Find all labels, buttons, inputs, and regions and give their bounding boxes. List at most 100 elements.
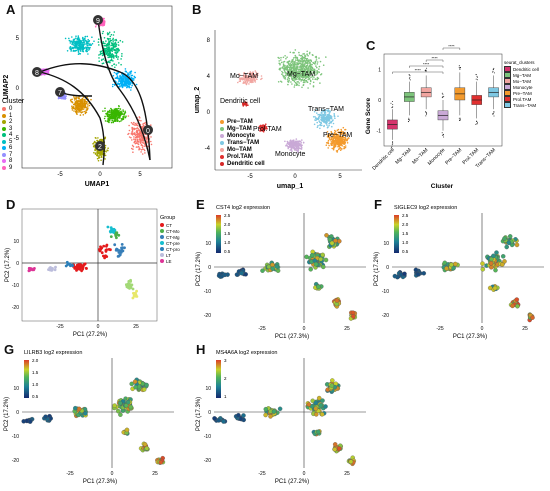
pca-point (130, 286, 133, 289)
legend-swatch (220, 162, 224, 166)
umap-point (79, 38, 81, 40)
umap-point (288, 80, 290, 82)
umap-point (328, 116, 330, 118)
umap-point (109, 50, 111, 52)
umap-point (128, 81, 130, 83)
legend-label: Dendritic cell (227, 161, 265, 167)
pca-point (115, 248, 118, 251)
umap-point (130, 87, 132, 89)
umap-point (313, 82, 315, 84)
umap-point (106, 114, 108, 116)
umap-point (114, 55, 116, 57)
legend-label: Mg−TAM (513, 73, 531, 78)
umap-point (117, 82, 119, 84)
pca-point (65, 265, 68, 268)
umap-point (310, 68, 312, 70)
umap-point (135, 123, 137, 125)
outlier-point (425, 115, 426, 116)
cluster-legend-item: 9 (2, 165, 32, 172)
umap-point (300, 63, 302, 65)
umap-point (245, 81, 247, 83)
umap-point (100, 52, 102, 54)
umap-point (341, 141, 343, 143)
umap-point (325, 118, 327, 120)
umap-point (140, 132, 142, 134)
umap-point (75, 111, 77, 113)
umap-point (75, 50, 77, 52)
umap-point (117, 73, 119, 75)
umap-point (119, 75, 121, 77)
umap-point (308, 67, 310, 69)
legend-label: 5 (9, 139, 12, 145)
umap-point (280, 59, 282, 61)
umap-point (325, 56, 327, 58)
umap-point (298, 60, 300, 62)
umap-point (79, 43, 81, 45)
umap-point (84, 47, 86, 49)
umap-point (98, 38, 100, 40)
umap-point (104, 158, 106, 160)
umap-point (128, 125, 130, 127)
d-xlabel: PC1 (27.2%) (73, 332, 107, 338)
umap-point (119, 117, 121, 119)
pca-d-scatter (28, 226, 139, 300)
umap-point (82, 111, 84, 113)
umap-point (75, 98, 77, 100)
outlier-point (459, 65, 460, 66)
expression-point (309, 267, 313, 271)
color-scale-tick: 1.0 (224, 240, 231, 245)
umap-point (108, 38, 110, 40)
legend-label: 1 (9, 113, 12, 119)
umap-point (103, 18, 105, 20)
outlier-point (408, 118, 409, 119)
umap-point (95, 152, 97, 154)
umap-point (303, 61, 305, 63)
umap-point (320, 61, 322, 63)
umap-point (250, 81, 252, 83)
umap-point (75, 96, 77, 98)
umap-point (328, 125, 330, 127)
umap-point (122, 87, 124, 89)
umap-point (314, 79, 316, 81)
umap-point (117, 75, 119, 77)
outlier-point (459, 67, 460, 68)
umap-point (129, 136, 131, 138)
umap-point (105, 40, 107, 42)
outlier-point (442, 94, 443, 95)
legend-label: 7 (9, 152, 12, 158)
sig-label: **** (423, 62, 430, 67)
outlier-point (442, 132, 443, 133)
umap-point (140, 151, 142, 153)
umap-point (102, 110, 104, 112)
umap-point (329, 122, 331, 124)
umap-point (78, 105, 80, 107)
umap-point (98, 60, 100, 62)
umap-point (91, 36, 93, 38)
expression-point (267, 265, 271, 269)
legend-swatch (2, 166, 6, 170)
umap-point (338, 139, 340, 141)
umap-point (296, 83, 298, 85)
pca-group-plot: -25 0 25 10 0 -10 -20 PC1 (27.2%) PC2 (1… (0, 195, 185, 340)
umap-point (112, 86, 114, 88)
umap-point (106, 53, 108, 55)
pca-point (99, 248, 102, 251)
legend-label: CT-pre (166, 241, 180, 246)
expression-point (502, 237, 506, 241)
umap-point (316, 78, 318, 80)
umap-point (333, 113, 335, 115)
outlier-point (392, 143, 393, 144)
umap-point (83, 111, 85, 113)
pca-point (80, 269, 83, 272)
umap-point (347, 142, 349, 144)
umap-point (302, 59, 304, 61)
umap-point (317, 125, 319, 127)
umap-point (120, 79, 122, 81)
expression-point (416, 272, 420, 276)
umap-point (142, 153, 144, 155)
umap-point (113, 113, 115, 115)
umap-point (133, 139, 135, 141)
expression-point (217, 274, 221, 278)
expression-point (500, 262, 504, 266)
umap-point (279, 68, 281, 70)
